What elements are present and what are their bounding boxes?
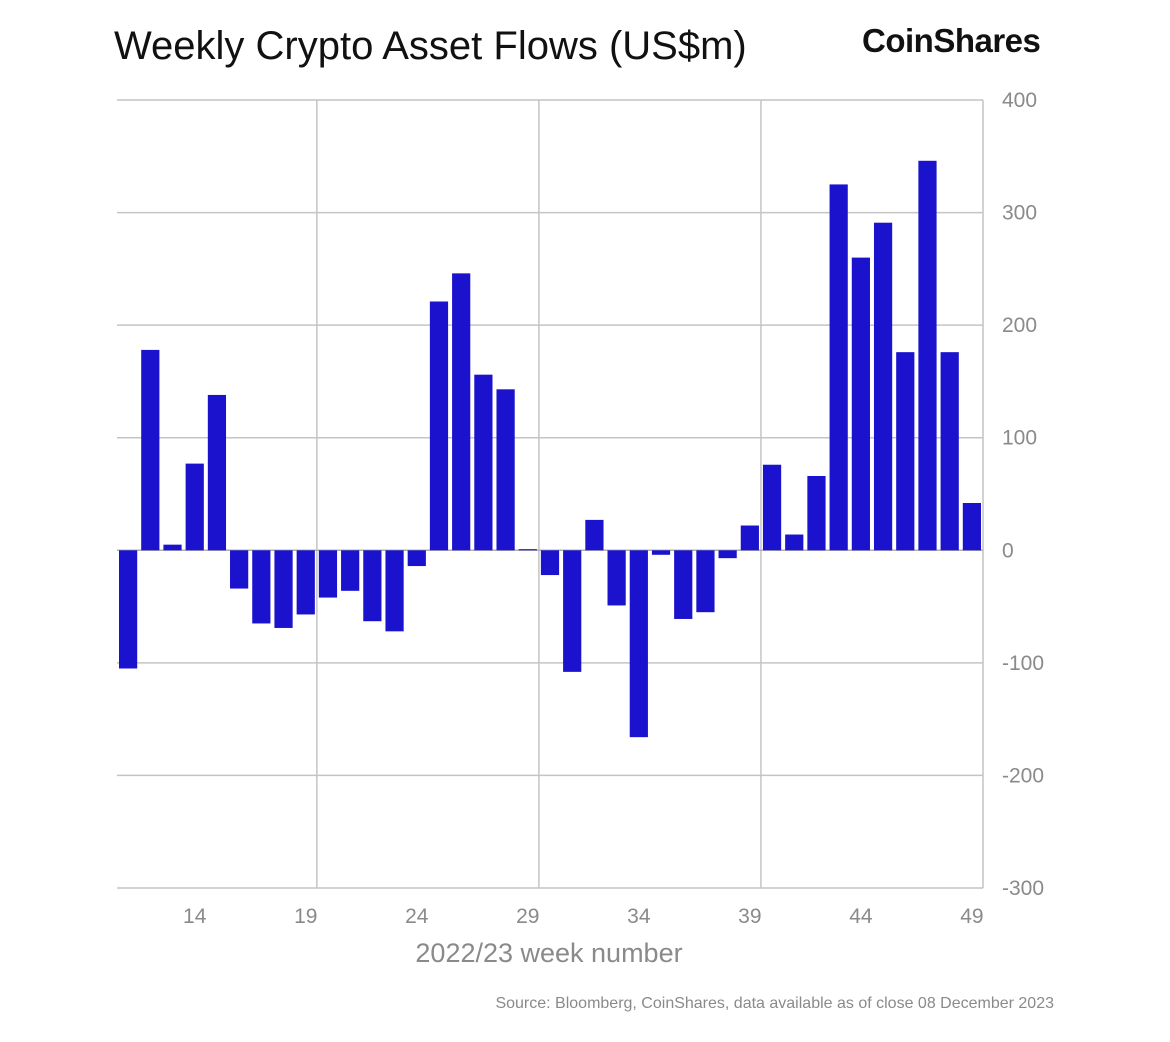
x-axis-label: 2022/23 week number (415, 938, 682, 968)
bar-week-32 (585, 519, 604, 551)
y-tick-label: 300 (1002, 202, 1037, 225)
x-tick-label: 44 (849, 905, 873, 928)
bar-week-40 (762, 464, 782, 551)
bar-week-16 (230, 550, 249, 589)
x-tick-label: 39 (738, 905, 761, 928)
x-tick-label: 19 (294, 905, 317, 928)
bar-week-15 (207, 394, 227, 551)
bar-week-22 (363, 550, 382, 622)
bar-week-48 (940, 352, 959, 551)
bar-week-20 (318, 550, 338, 598)
bar-week-21 (341, 550, 360, 591)
brand-logo: CoinShares (862, 22, 1041, 59)
bar-week-34 (629, 550, 648, 738)
bar-week-30 (540, 550, 560, 576)
y-tick-label: 400 (1002, 89, 1037, 112)
bar-week-39 (740, 525, 759, 551)
bar-week-27 (474, 374, 493, 551)
bar-week-29 (518, 549, 537, 551)
y-tick-label: 0 (1002, 539, 1014, 562)
bar-week-11 (119, 550, 138, 669)
bar-week-36 (674, 550, 693, 619)
source-note: Source: Bloomberg, CoinShares, data avai… (495, 995, 1054, 1012)
bar-week-19 (296, 550, 315, 615)
bar-week-13 (163, 544, 182, 551)
bar-week-18 (274, 550, 293, 628)
x-tick-label: 49 (960, 905, 983, 928)
bar-week-25 (429, 301, 449, 551)
bar-week-17 (252, 550, 271, 624)
bar-week-31 (563, 550, 582, 672)
bar-week-35 (651, 550, 671, 555)
x-tick-label: 34 (627, 905, 651, 928)
bar-week-43 (829, 184, 848, 551)
bar-week-42 (807, 475, 826, 551)
bar-week-14 (185, 463, 204, 551)
bar-week-47 (918, 160, 937, 551)
bar-week-49 (962, 503, 981, 551)
x-tick-label: 14 (183, 905, 207, 928)
bar-week-12 (141, 349, 160, 551)
x-tick-label: 29 (516, 905, 539, 928)
bar-week-37 (696, 550, 715, 613)
chart-title: Weekly Crypto Asset Flows (US$m) (114, 24, 747, 68)
y-tick-label: -100 (1002, 652, 1044, 675)
y-tick-label: -200 (1002, 764, 1044, 787)
y-tick-label: 200 (1002, 314, 1037, 337)
bar-week-23 (385, 550, 404, 632)
bar-week-41 (785, 534, 804, 551)
bar-week-33 (607, 550, 626, 606)
bar-week-28 (496, 389, 515, 551)
y-tick-label: 100 (1002, 427, 1037, 450)
x-tick-labels: 14 19 24 29 34 39 44 49 (183, 905, 984, 928)
y-tick-labels: 400 300 200 100 0 -100 -200 -300 (1002, 89, 1044, 900)
y-tick-label: -300 (1002, 877, 1044, 900)
bars-layer (119, 160, 981, 738)
grid-layer (117, 99, 984, 889)
bar-week-24 (407, 550, 426, 567)
bar-week-44 (851, 257, 870, 551)
bar-week-26 (452, 273, 471, 551)
bar-week-38 (718, 550, 737, 559)
bar-week-45 (873, 222, 893, 551)
x-tick-label: 24 (405, 905, 429, 928)
bar-week-46 (896, 352, 915, 551)
